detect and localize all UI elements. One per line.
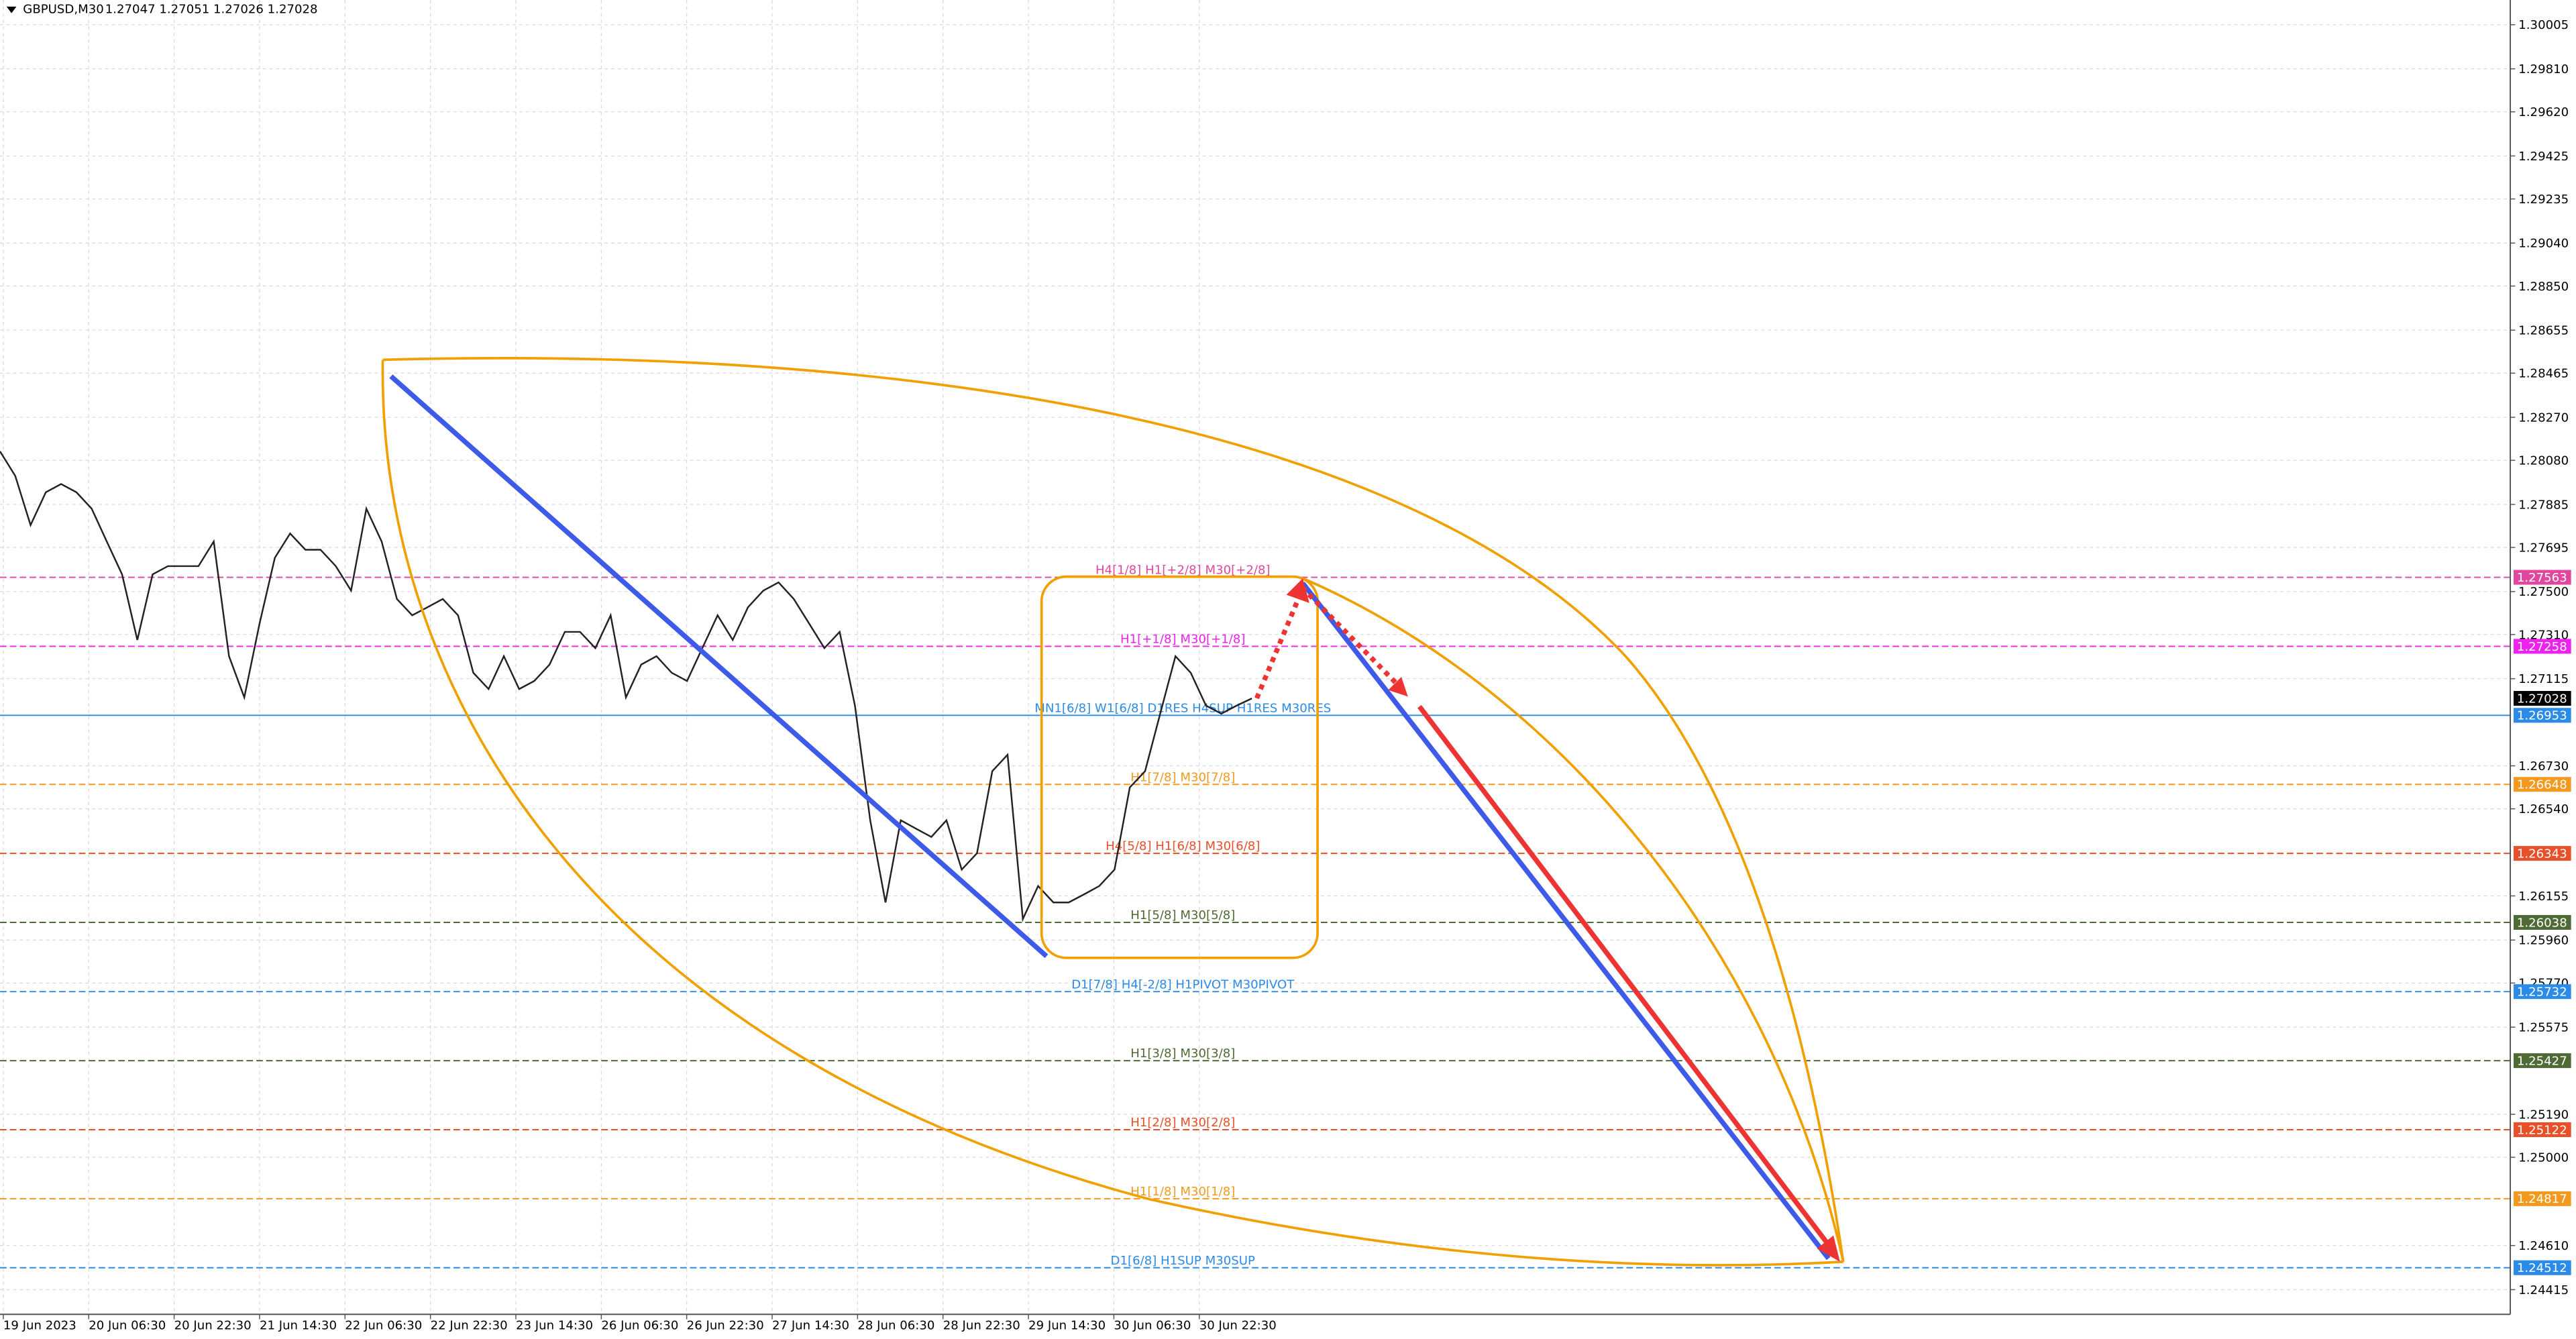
trend-line bbox=[1301, 582, 1831, 1261]
y-tick-label: 1.29425 bbox=[2518, 150, 2569, 164]
y-tick-label: 1.26730 bbox=[2518, 759, 2569, 773]
y-tick-label: 1.28465 bbox=[2518, 367, 2569, 381]
y-tick-label: 1.28850 bbox=[2518, 280, 2569, 294]
price-tag-label: 1.27258 bbox=[2517, 640, 2567, 654]
x-tick-label: 30 Jun 22:30 bbox=[1199, 1318, 1277, 1332]
y-tick-label: 1.29620 bbox=[2518, 105, 2569, 119]
trend-line bbox=[389, 374, 1049, 959]
price-tag bbox=[2513, 1260, 2571, 1275]
x-tick-label: 19 Jun 2023 bbox=[3, 1318, 76, 1332]
y-tick-label: 1.29235 bbox=[2518, 193, 2569, 207]
price-tag bbox=[2513, 1191, 2571, 1206]
level-label: H1[5/8] M30[5/8] bbox=[1130, 908, 1235, 922]
price-tag-label: 1.24817 bbox=[2517, 1192, 2567, 1206]
orange-box bbox=[1040, 575, 1319, 959]
level-label: H1[+1/8] M30[+1/8] bbox=[1120, 633, 1245, 647]
x-tick-label: 22 Jun 06:30 bbox=[345, 1318, 422, 1332]
price-tag-label: 1.27563 bbox=[2517, 571, 2567, 585]
y-tick-label: 1.28080 bbox=[2518, 454, 2569, 468]
level-label: D1[7/8] H4[-2/8] H1PIVOT M30PIVOT bbox=[1071, 977, 1295, 992]
y-tick-label: 1.25960 bbox=[2518, 934, 2569, 948]
price-tag-label: 1.25732 bbox=[2517, 985, 2567, 1000]
orange-arc bbox=[381, 360, 1843, 1267]
level-label: H1[1/8] M30[1/8] bbox=[1130, 1185, 1235, 1199]
y-tick-label: 1.25575 bbox=[2518, 1021, 2569, 1035]
y-tick-label: 1.26540 bbox=[2518, 802, 2569, 816]
y-tick-label: 1.25000 bbox=[2518, 1150, 2569, 1165]
orange-arc bbox=[382, 357, 1845, 1263]
price-tag bbox=[2513, 639, 2571, 654]
price-tag bbox=[2513, 984, 2571, 1000]
price-tag-label: 1.26953 bbox=[2517, 709, 2567, 723]
x-tick-label: 23 Jun 14:30 bbox=[516, 1318, 593, 1332]
y-tick-label: 1.27695 bbox=[2518, 541, 2569, 555]
drawings bbox=[381, 357, 1845, 1267]
level-label: D1[6/8] H1SUP M30SUP bbox=[1111, 1254, 1255, 1268]
price-tag-label: 1.26343 bbox=[2517, 847, 2567, 861]
x-tick-label: 30 Jun 06:30 bbox=[1114, 1318, 1191, 1332]
price bbox=[0, 451, 1252, 922]
y-tick-label: 1.27885 bbox=[2518, 498, 2569, 512]
symbol: GBPUSD,M30 bbox=[23, 3, 103, 17]
price-tag-label: 1.25427 bbox=[2517, 1054, 2567, 1068]
arrow-head bbox=[1286, 578, 1309, 603]
price-tag-label: 1.25122 bbox=[2517, 1123, 2567, 1137]
x-tick-label: 28 Jun 06:30 bbox=[857, 1318, 934, 1332]
y-tick-label: 1.24610 bbox=[2518, 1239, 2569, 1253]
x-tick-label: 21 Jun 14:30 bbox=[260, 1318, 337, 1332]
axes: 1.30005 1.29810 1.29620 1.29425 1.29235 1.290… bbox=[3, 18, 2571, 1332]
arrow-line bbox=[1417, 704, 1833, 1249]
ohlc: 1.27047 1.27051 1.27026 1.27028 bbox=[105, 3, 318, 17]
x-tick-label: 28 Jun 22:30 bbox=[943, 1318, 1020, 1332]
price-tag bbox=[2513, 846, 2571, 861]
grid bbox=[0, 0, 2511, 1315]
price-tag-label: 1.26038 bbox=[2517, 916, 2567, 930]
price-tag bbox=[2513, 1053, 2571, 1069]
price-tag bbox=[2513, 777, 2571, 792]
y-tick-label: 1.26155 bbox=[2518, 890, 2569, 904]
y-tick-label: 1.28270 bbox=[2518, 411, 2569, 425]
x-tick-label: 26 Jun 22:30 bbox=[687, 1318, 764, 1332]
y-tick-label: 1.30005 bbox=[2518, 18, 2569, 32]
level-label: H1[3/8] M30[3/8] bbox=[1130, 1047, 1235, 1061]
price-tag bbox=[2513, 1122, 2571, 1137]
arrow-head bbox=[1817, 1235, 1840, 1262]
y-tick-label: 1.25190 bbox=[2518, 1108, 2569, 1122]
price-tag bbox=[2513, 691, 2571, 706]
y-tick-label: 1.27115 bbox=[2518, 672, 2569, 686]
y-tick-label: 1.28655 bbox=[2518, 324, 2569, 338]
orange-arc bbox=[1302, 577, 1845, 1263]
x-tick-label: 29 Jun 14:30 bbox=[1028, 1318, 1106, 1332]
y-tick-label: 1.29810 bbox=[2518, 62, 2569, 76]
x-tick-label: 22 Jun 22:30 bbox=[431, 1318, 508, 1332]
y-tick-label: 1.29040 bbox=[2518, 237, 2569, 251]
level-label: H1[7/8] M30[7/8] bbox=[1130, 770, 1235, 784]
y-tick-label: 1.27310 bbox=[2518, 628, 2569, 642]
price-tag-label: 1.24512 bbox=[2517, 1261, 2567, 1275]
x-tick-label: 27 Jun 14:30 bbox=[772, 1318, 849, 1332]
x-tick-label: 26 Jun 06:30 bbox=[601, 1318, 678, 1332]
y-tick-label: 1.24415 bbox=[2518, 1283, 2569, 1297]
menu-triangle bbox=[6, 6, 17, 13]
x-tick-label: 20 Jun 06:30 bbox=[89, 1318, 166, 1332]
price-tag bbox=[2513, 708, 2571, 723]
levels: H4[1/8] H1[+2/8] M30[+2/8] H1[+1/8] M30[+… bbox=[0, 564, 2511, 1269]
y-tick-label: 1.27500 bbox=[2518, 585, 2569, 599]
price-tag bbox=[2513, 570, 2571, 585]
level-label: MN1[6/8] W1[6/8] D1RES H4SUP H1RES M30RE… bbox=[1034, 701, 1331, 715]
level-label: H1[2/8] M30[2/8] bbox=[1130, 1116, 1235, 1130]
price-tag-label: 1.27028 bbox=[2517, 692, 2567, 706]
x-tick-label: 20 Jun 22:30 bbox=[174, 1318, 252, 1332]
price-line bbox=[0, 451, 1252, 922]
level-label: H4[5/8] H1[6/8] M30[6/8] bbox=[1106, 839, 1260, 853]
level-label: H4[1/8] H1[+2/8] M30[+2/8] bbox=[1095, 564, 1271, 578]
price-tag bbox=[2513, 914, 2571, 930]
price-tag-label: 1.26648 bbox=[2517, 778, 2567, 792]
